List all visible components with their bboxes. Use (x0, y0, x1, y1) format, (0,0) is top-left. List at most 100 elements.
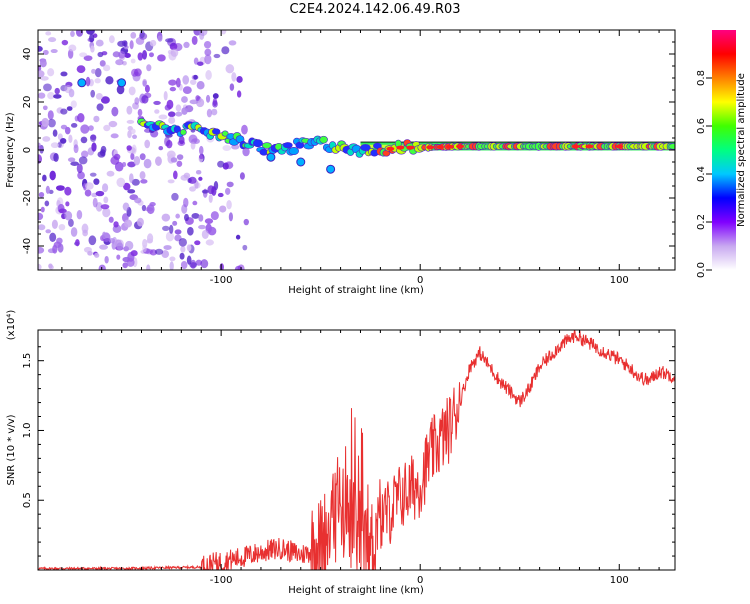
noise-speckle (47, 92, 55, 100)
noise-speckle (142, 49, 148, 60)
signal-blob (179, 128, 187, 136)
noise-speckle (139, 171, 146, 180)
noise-speckle (45, 229, 52, 234)
noise-speckle (205, 239, 214, 246)
noise-speckle (40, 206, 45, 213)
noise-speckle (134, 97, 140, 105)
noise-speckle (139, 30, 145, 39)
noise-speckle (94, 67, 102, 78)
noise-speckle (167, 179, 175, 184)
noise-speckle (164, 136, 171, 147)
noise-speckle (198, 224, 206, 230)
noise-speckle (137, 108, 143, 117)
signal-blob (288, 146, 299, 156)
noise-speckle (142, 244, 147, 253)
noise-speckle (130, 32, 137, 39)
noise-speckle (38, 246, 45, 254)
noise-speckle (96, 103, 104, 111)
noise-speckle (126, 105, 133, 115)
spectrogram-xtick-label: 0 (417, 275, 423, 286)
noise-speckle (124, 240, 134, 251)
noise-speckle (100, 204, 110, 210)
noise-speckle (137, 52, 143, 61)
noise-speckle (236, 75, 243, 83)
noise-speckle (38, 154, 43, 164)
noise-speckle (76, 65, 86, 74)
noise-speckle (47, 118, 56, 128)
noise-speckle (108, 216, 114, 223)
noise-speckle (198, 176, 203, 181)
colorbar-tick-label: 0.2 (696, 214, 707, 230)
noise-speckle (95, 39, 104, 47)
snr-scale-label: (x10⁴) (6, 310, 17, 341)
noise-speckle (115, 59, 124, 66)
noise-speckle (155, 156, 162, 166)
noise-speckle (146, 264, 151, 270)
noise-speckle (75, 239, 80, 247)
snr-ytick-label: 1.5 (22, 353, 33, 369)
noise-speckle (154, 109, 160, 114)
signal-outlier (117, 78, 127, 88)
noise-speckle (139, 153, 146, 161)
spectrogram-xlabel: Height of straight line (km) (288, 285, 424, 296)
noise-speckle (158, 145, 164, 151)
noise-speckle (175, 111, 183, 117)
noise-speckle (197, 61, 204, 66)
noise-speckle (225, 187, 231, 195)
noise-speckle (68, 134, 73, 143)
noise-speckle (94, 78, 101, 84)
noise-speckle (184, 213, 189, 222)
noise-speckle (144, 139, 151, 149)
noise-speckle (166, 99, 174, 110)
noise-speckle (228, 212, 233, 222)
noise-speckle (175, 213, 180, 219)
signal-blob (319, 135, 328, 144)
noise-speckle (38, 191, 45, 198)
noise-speckle (127, 189, 136, 194)
noise-speckle (187, 226, 194, 236)
noise-speckle (217, 192, 224, 198)
noise-speckle (225, 64, 235, 74)
noise-speckle (100, 96, 110, 104)
noise-speckle (104, 255, 109, 264)
noise-speckle (217, 160, 225, 168)
noise-speckle (165, 231, 175, 242)
noise-speckle (206, 108, 212, 118)
noise-speckle (131, 178, 140, 186)
noise-speckle (54, 87, 60, 95)
noise-speckle (190, 141, 196, 150)
noise-speckle (195, 95, 200, 101)
noise-speckle (42, 105, 48, 111)
noise-speckle (134, 197, 142, 204)
noise-speckle (186, 244, 192, 252)
noise-speckle (226, 181, 234, 188)
noise-speckle (239, 172, 245, 180)
spectrogram-ytick-label: 0 (22, 147, 33, 153)
noise-speckle (59, 138, 67, 144)
noise-speckle (101, 231, 107, 240)
noise-speckle (195, 259, 202, 266)
noise-speckle (235, 234, 241, 240)
noise-speckle (93, 115, 100, 123)
noise-speckle (70, 161, 79, 166)
noise-speckle (200, 259, 209, 269)
noise-speckle (143, 158, 152, 169)
signal-peak (406, 145, 415, 150)
noise-speckle (201, 189, 209, 194)
noise-speckle (103, 64, 111, 72)
noise-speckle (130, 58, 136, 64)
noise-speckle (89, 33, 95, 43)
noise-speckle (38, 65, 42, 72)
noise-speckle (122, 202, 130, 211)
noise-speckle (198, 214, 204, 222)
noise-speckle (201, 229, 209, 239)
noise-speckle (66, 106, 73, 111)
noise-speckle (42, 136, 51, 142)
noise-speckle (130, 152, 135, 161)
noise-speckle (178, 135, 185, 145)
noise-speckle (122, 161, 127, 167)
snr-ytick-label: 0.5 (22, 492, 33, 508)
noise-speckle (89, 172, 97, 177)
noise-speckle (211, 108, 218, 116)
noise-speckle (128, 86, 136, 96)
